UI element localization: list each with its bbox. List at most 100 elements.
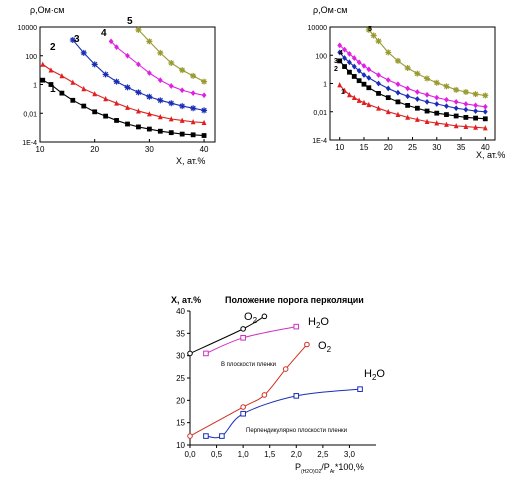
chart3-h2o-perpendicular-point — [293, 393, 300, 399]
series-2-point — [70, 79, 76, 85]
chart3-o2-perpendicular-point — [282, 366, 289, 372]
series-4-point — [337, 42, 343, 49]
series-2-point — [356, 78, 362, 84]
x-tick-label: 20 — [384, 143, 393, 152]
series-2-point — [434, 110, 440, 116]
chart3-o2-in_plane-point — [187, 350, 193, 357]
series-3-point — [473, 108, 478, 114]
series-1-point — [424, 118, 430, 125]
chart3-o2-in_plane-point — [240, 326, 246, 332]
series-2-point — [347, 69, 352, 75]
chart3-o2-perpendicular-point — [240, 404, 246, 410]
x-tick-label: 3,0 — [344, 450, 356, 459]
series-3-point — [179, 103, 186, 110]
series-1-point — [434, 120, 440, 126]
series-2-point — [114, 100, 119, 106]
series-4-point — [434, 94, 440, 101]
series-1-point — [114, 118, 119, 123]
series-1-point — [385, 108, 391, 115]
x-tick-label: 35 — [457, 143, 466, 152]
series-1-point — [361, 99, 367, 105]
series-5-point — [365, 26, 372, 33]
x-tick-label: 20 — [90, 145, 99, 154]
x-tick-label: 10 — [36, 145, 45, 154]
chart3-ylabel: X, ат.% — [171, 295, 201, 305]
series-1-point — [92, 109, 98, 115]
chart3-label-h2o-in-plane: H2O — [308, 316, 329, 330]
series-5-point — [462, 88, 469, 95]
series-2-point — [405, 102, 411, 108]
series-1-point — [201, 133, 207, 138]
series-1-point — [103, 113, 109, 119]
series-5-point — [179, 67, 186, 74]
series-3-point — [414, 96, 420, 102]
series-4-point — [114, 44, 119, 51]
chart3-h2o-perpendicular-point — [203, 433, 209, 439]
series-5-point — [443, 83, 450, 90]
series-3-point — [444, 103, 449, 109]
series-3-point — [395, 89, 401, 96]
chart3-h2o-in_plane-point — [203, 350, 209, 357]
series-2-point — [190, 118, 196, 125]
series-2-point — [351, 74, 357, 79]
series-3-point — [168, 100, 175, 107]
series-5-point — [157, 49, 164, 56]
series-4-point — [482, 103, 488, 110]
series-5-point — [424, 75, 431, 82]
chart3-label-perpendicular: Перпендикулярно плоскости пленки — [246, 428, 347, 434]
series-2-point — [376, 90, 381, 96]
series-3-point — [453, 105, 459, 112]
series-2-point — [48, 67, 54, 73]
chart2-ylabel: ρ,Ом·см — [313, 5, 348, 15]
series-3-point — [385, 85, 391, 92]
chart3-markers — [187, 313, 363, 439]
series-1-point — [59, 90, 65, 96]
x-tick-label: 30 — [432, 143, 441, 152]
x-tick-label: 40 — [481, 143, 490, 152]
series-3-point — [366, 74, 372, 81]
chart3-h2o-perpendicular-point — [240, 410, 246, 417]
series-4-point — [473, 102, 478, 109]
series-1-point — [482, 125, 488, 131]
x-tick-label: 0,5 — [211, 450, 223, 459]
x-tick-label: 2,0 — [291, 450, 303, 459]
series-4-point — [168, 83, 174, 89]
series-5-point — [385, 49, 392, 56]
series-2-point — [385, 95, 391, 101]
chart2-xlabel: X, ат.% — [476, 150, 505, 160]
y-tick-label: 0,01 — [313, 110, 327, 117]
chart1-ticks: 10 20 30 40 1E-4 0,01 1 100 10000 — [18, 25, 210, 154]
chart3-o2-perpendicular-point — [261, 392, 268, 398]
series-2-point — [414, 105, 420, 111]
series-4-point — [190, 90, 196, 97]
x-tick-label: 40 — [200, 145, 209, 154]
series-label-1: 1 — [341, 89, 345, 96]
series-4-line — [110, 40, 205, 96]
series-1-point — [356, 97, 362, 103]
series-3-point — [376, 80, 381, 87]
series-4-point — [376, 72, 381, 78]
series-5-point — [472, 91, 479, 98]
series-5-line — [368, 29, 486, 97]
chart3-o2-in_plane-point — [261, 313, 268, 320]
series-1-point — [40, 77, 46, 83]
series-4-point — [453, 98, 459, 105]
series-2-point — [473, 115, 478, 121]
chart3-h2o-in_plane-point — [293, 323, 300, 330]
chart-1: ρ,Ом·см X, ат.% 10 20 30 40 1E-4 0,01 1 100 1000… — [18, 5, 216, 166]
series-1-point — [136, 124, 141, 130]
series-4-point — [361, 62, 367, 69]
series-4-point — [351, 55, 357, 61]
series-1-point — [347, 91, 352, 98]
series-4-point — [347, 50, 352, 57]
series-2-point — [81, 85, 87, 92]
series-5-point — [146, 38, 153, 45]
series-4-point — [366, 66, 372, 73]
y-tick-label: 1E-4 — [22, 140, 37, 147]
series-5-point — [375, 38, 382, 45]
y-tick-label: 1E-4 — [312, 138, 327, 145]
series-2-point — [157, 113, 163, 120]
series-5-point — [201, 78, 208, 85]
